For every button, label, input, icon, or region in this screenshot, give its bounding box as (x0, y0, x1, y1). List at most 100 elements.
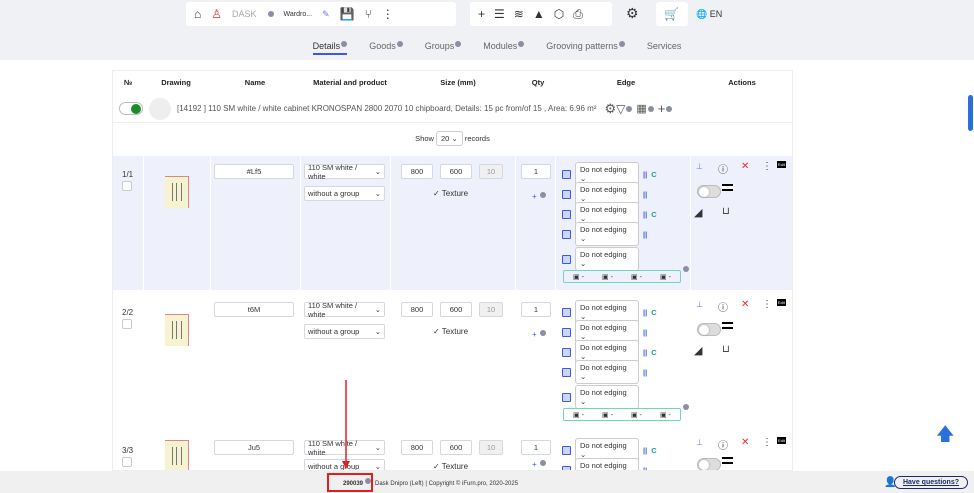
group-select[interactable]: without a group ⌄ (304, 186, 385, 201)
tab-details[interactable]: Details (312, 41, 348, 55)
edge-select[interactable]: Do not edging ⌄ (575, 458, 639, 470)
detail-drawing[interactable] (165, 314, 189, 346)
size-x-input[interactable]: 800 (401, 440, 433, 455)
size-y-input[interactable]: 600 (440, 302, 472, 317)
more-icon[interactable]: ⋮ (381, 7, 394, 21)
drill-icon[interactable]: ⊥ (696, 438, 703, 447)
tab-grooving-patterns[interactable]: Grooving patterns (546, 41, 625, 55)
edit-detail-icon[interactable]: Edit (777, 437, 786, 444)
layers-icon[interactable]: ≋ (513, 7, 524, 21)
scroll-top-icon[interactable]: 🡅 (936, 424, 955, 444)
name-input[interactable]: #Lf5 (214, 164, 294, 179)
scrollbar[interactable] (968, 95, 973, 131)
delete-icon[interactable]: ✕ (741, 161, 750, 172)
print-icon[interactable]: ⎙ (573, 6, 583, 21)
row-checkbox[interactable] (122, 457, 132, 467)
material-select[interactable]: 110 SM white / white ⌄ (304, 301, 385, 319)
support-icon[interactable]: 👤 (884, 477, 897, 488)
edit-detail-icon[interactable]: Edit (777, 161, 786, 168)
add-qty-icon[interactable]: + (532, 460, 537, 469)
detail-toggle[interactable] (697, 323, 721, 336)
delete-icon[interactable]: ✕ (741, 437, 750, 448)
delete-icon[interactable]: ✕ (741, 299, 750, 310)
more-icon[interactable]: ⋮ (762, 161, 772, 172)
edge-select[interactable]: Do not edging ⌄ (575, 247, 639, 271)
settings-icon[interactable]: ⚙ (604, 100, 617, 116)
filter-icon[interactable]: ▽ (616, 101, 626, 116)
records-select[interactable]: 20 ⌄ (436, 131, 463, 146)
group-icon[interactable]: ▦ (636, 103, 647, 115)
info-icon[interactable]: ⓘ (718, 165, 728, 176)
qty-input[interactable]: 1 (521, 440, 551, 455)
panel-icon[interactable] (722, 184, 733, 191)
texture-checkbox[interactable]: ✓ Texture (433, 462, 469, 471)
qty-input[interactable]: 1 (521, 302, 551, 317)
size-x-input[interactable]: 800 (401, 164, 433, 179)
settings-icon[interactable]: ⚙ (626, 5, 639, 21)
panel-icon[interactable] (722, 457, 733, 464)
group-select[interactable]: without a group ⌄ (304, 324, 385, 339)
detail-toggle[interactable] (697, 185, 721, 198)
branch-icon[interactable]: ⑂ (364, 7, 372, 21)
home-icon[interactable]: ⌂ (194, 7, 202, 21)
texture-checkbox[interactable]: ✓ Texture (433, 189, 469, 198)
top-bar: ⌂ ♙ DASK Wardro... ✎ 💾 ⑂ ⋮ + ☰ ≋ ▲ ⬡ ⎙ ⚙… (0, 0, 974, 60)
col-qty: Qty (531, 78, 545, 87)
size-y-input[interactable]: 600 (440, 440, 472, 455)
groove-icon[interactable]: ⊔ (722, 206, 730, 217)
detail-drawing[interactable] (165, 176, 189, 208)
build-code: 290039 (343, 481, 364, 487)
user-remove-icon[interactable]: ♙ (211, 7, 223, 21)
edit-detail-icon[interactable]: Edit (777, 299, 786, 306)
save-icon[interactable]: 💾 (339, 7, 355, 21)
size-y-input[interactable]: 600 (440, 164, 472, 179)
edit-icon[interactable]: ✎ (322, 8, 330, 19)
more-icon[interactable]: ⋮ (762, 299, 772, 310)
groove-icon[interactable]: ⊔ (722, 344, 730, 355)
drill-icon[interactable]: ⊥ (696, 162, 703, 171)
details-table: № Drawing Name Material and product Size… (112, 70, 793, 471)
tab-goods[interactable]: Goods (369, 41, 403, 55)
edge-summary[interactable]: ▣ - ▣ - ▣ - ▣ - (563, 408, 681, 421)
language-selector[interactable]: 🌐 EN (696, 9, 723, 19)
texture-checkbox[interactable]: ✓ Texture (433, 327, 469, 336)
tab-modules[interactable]: Modules (483, 41, 525, 55)
name-input[interactable]: t6M (214, 302, 294, 317)
size-x-input[interactable]: 800 (401, 302, 433, 317)
add-detail-icon[interactable]: + (657, 101, 666, 116)
plus-icon[interactable]: + (478, 7, 486, 21)
info-icon[interactable]: ⓘ (718, 441, 728, 452)
add-qty-icon[interactable]: + (532, 192, 537, 201)
drill-icon[interactable]: ⊥ (696, 300, 703, 309)
project-name[interactable]: Wardro... (283, 10, 313, 18)
tab-groups[interactable]: Groups (425, 41, 462, 55)
bevel-icon[interactable]: ◢ (694, 345, 703, 357)
tab-services[interactable]: Services (646, 41, 682, 51)
material-toggle[interactable] (119, 102, 143, 115)
add-qty-icon[interactable]: + (532, 330, 537, 339)
have-questions-button[interactable]: Have questions? (893, 476, 968, 489)
row-checkbox[interactable] (122, 319, 132, 329)
material-select[interactable]: 110 SM white / white ⌄ (304, 439, 385, 457)
stamp-icon[interactable]: ▲ (532, 7, 545, 21)
detail-drawing[interactable] (165, 440, 189, 470)
qty-input[interactable]: 1 (521, 164, 551, 179)
edge-top-icon (562, 445, 571, 455)
info-icon[interactable]: ⓘ (718, 303, 728, 314)
name-input[interactable]: Ju5 (214, 440, 294, 455)
edge-summary[interactable]: ▣ - ▣ - ▣ - ▣ - (563, 270, 681, 283)
edge-select[interactable]: Do not edging ⌄ (575, 222, 639, 246)
bevel-icon[interactable]: ◢ (694, 207, 703, 219)
actions-toolbar: + ☰ ≋ ▲ ⬡ ⎙ (470, 2, 612, 26)
row-checkbox[interactable] (122, 181, 132, 191)
cart-button[interactable]: 🛒 (656, 2, 688, 26)
material-select[interactable]: 110 SM white / white ⌄ (304, 163, 385, 181)
more-icon[interactable]: ⋮ (762, 437, 772, 448)
detail-toggle[interactable] (697, 458, 721, 470)
edge-select[interactable]: Do not edging ⌄ (575, 385, 639, 409)
list-icon[interactable]: ☰ (494, 7, 505, 21)
edge-select[interactable]: Do not edging ⌄ (575, 360, 639, 384)
box-icon[interactable]: ⬡ (553, 7, 565, 21)
panel-icon[interactable] (722, 322, 733, 329)
drawing-cell (144, 432, 211, 470)
